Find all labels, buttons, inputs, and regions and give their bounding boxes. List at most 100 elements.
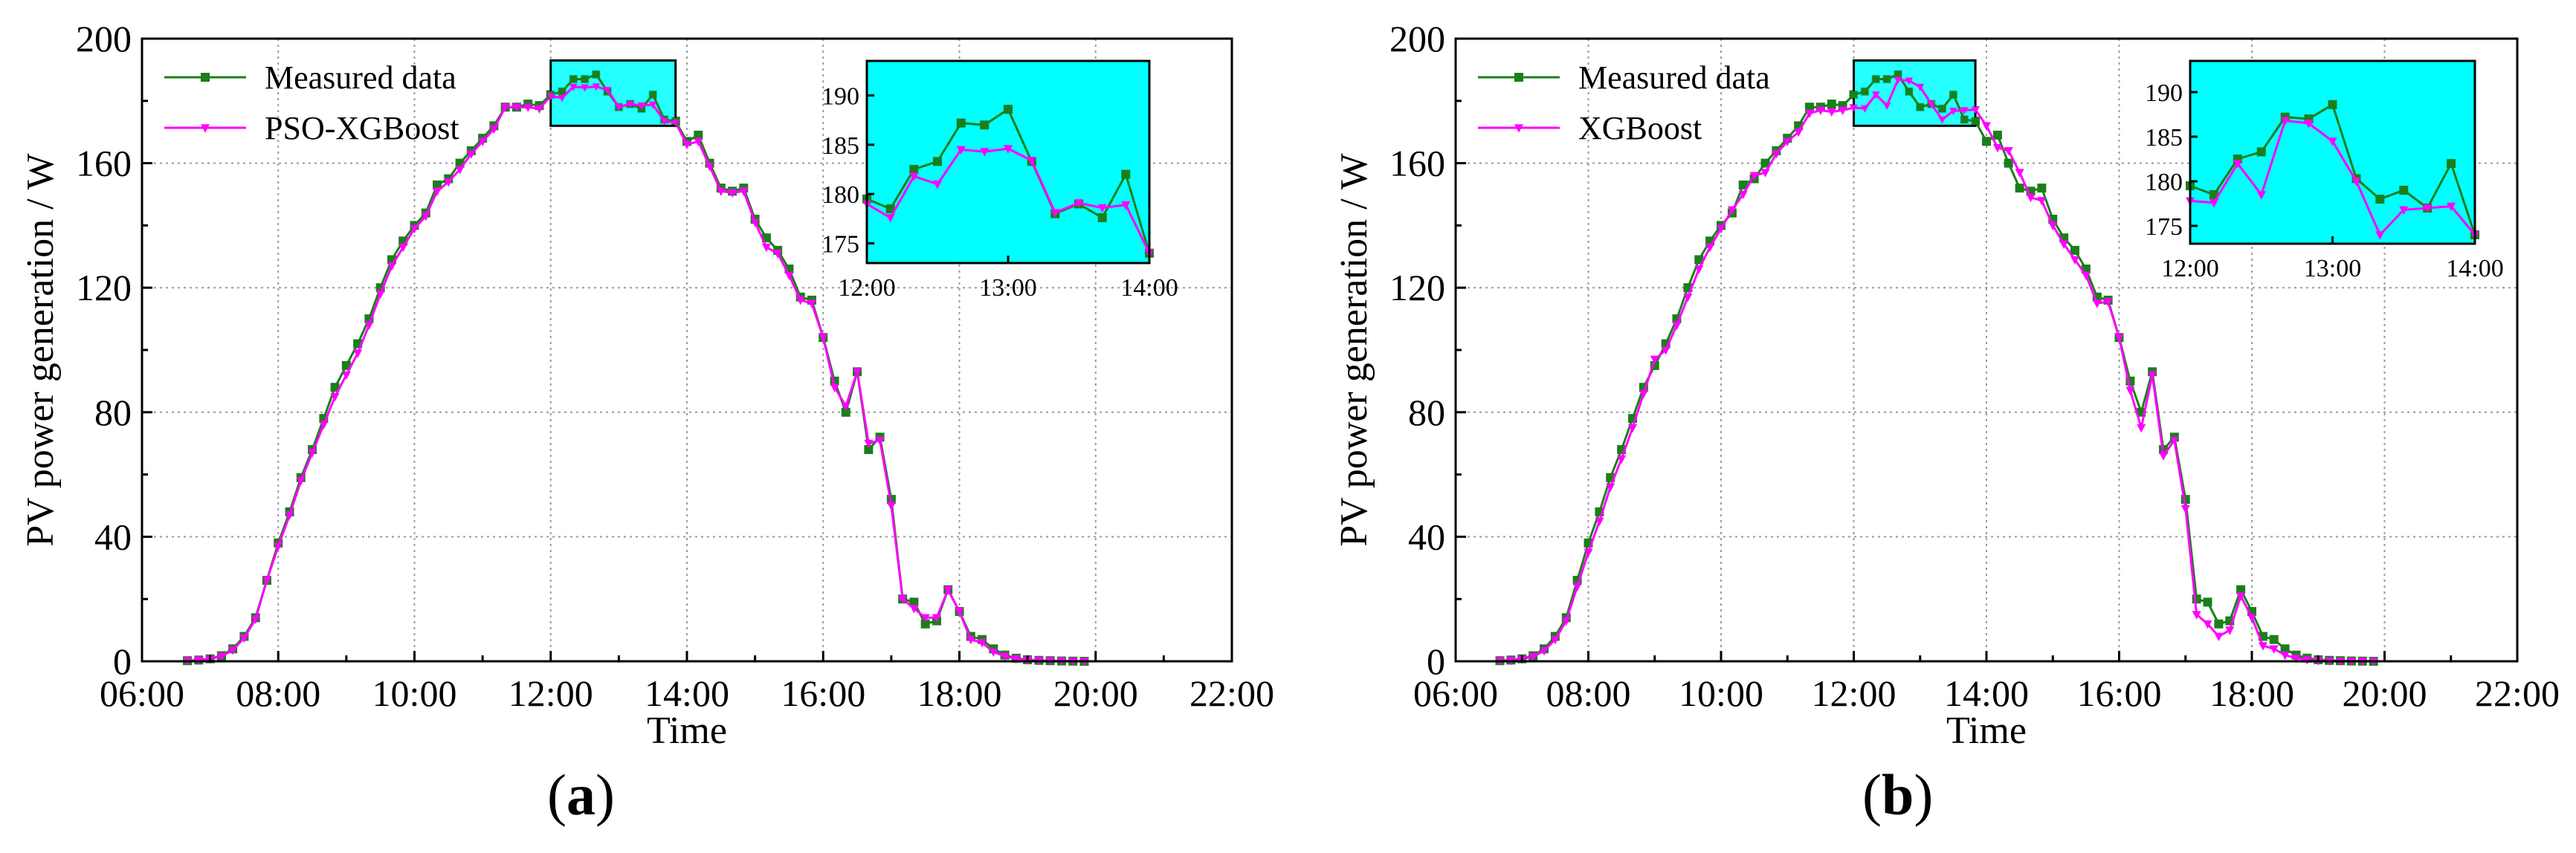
inset-point — [885, 204, 895, 214]
inset-background — [867, 61, 1149, 263]
x-tick-label: 10:00 — [372, 672, 457, 714]
highlight-point — [671, 120, 679, 127]
inset-y-tick-label: 190 — [2145, 80, 2183, 107]
legend-label: Measured data — [1578, 59, 1770, 96]
predicted-point — [2114, 334, 2124, 343]
measured-point — [1738, 180, 1748, 189]
predicted-point — [761, 243, 771, 253]
panel-label-a: (a) — [547, 762, 615, 827]
y-tick-label: 80 — [1408, 392, 1445, 433]
predicted-point — [1000, 652, 1010, 661]
predicted-point — [262, 577, 271, 586]
inset-point — [1004, 145, 1013, 154]
highlight-point — [1905, 88, 1913, 96]
predicted-point — [830, 383, 839, 392]
highlight-point — [1905, 77, 1913, 85]
highlight-point — [569, 75, 578, 83]
predicted-point — [784, 271, 794, 281]
predicted-point — [330, 393, 340, 402]
highlight-point — [581, 84, 589, 92]
measured-point — [1982, 137, 1991, 146]
predicted-point — [1827, 108, 1836, 117]
predicted-point — [1738, 190, 1748, 200]
x-tick-label: 12:00 — [1812, 672, 1897, 714]
y-tick-label: 40 — [94, 516, 132, 557]
measured-point — [2037, 184, 2047, 193]
highlight-point — [1949, 91, 1957, 99]
predicted-point — [455, 166, 465, 175]
inset-point — [956, 118, 966, 128]
y-axis-title: PV power generation / W — [19, 153, 62, 547]
predicted-point — [1561, 617, 1571, 626]
inset-chart: 12:00 13:00 14:00 175 180 185 190 — [2145, 59, 2504, 282]
predicted-point — [2026, 193, 2036, 203]
predicted-point — [898, 595, 908, 604]
highlight-point — [1938, 105, 1946, 113]
highlight-point — [1861, 105, 1869, 113]
inset-point — [2209, 199, 2218, 208]
highlight-point — [1872, 75, 1880, 83]
predicted-point — [955, 608, 964, 617]
predicted-point — [2137, 424, 2146, 433]
highlight-point — [1894, 71, 1902, 79]
inset-point — [909, 172, 919, 181]
measured-point — [2203, 597, 2212, 607]
predicted-point — [1772, 150, 1781, 159]
predicted-point — [296, 477, 306, 486]
x-axis-title: Time — [647, 710, 727, 752]
highlight-point — [558, 88, 566, 96]
predicted-point — [978, 639, 987, 648]
highlight-point — [592, 71, 600, 79]
predicted-point — [2081, 271, 2091, 281]
predicted-point — [1617, 455, 1627, 464]
highlight-point — [604, 87, 612, 94]
predicted-point — [682, 140, 691, 150]
predicted-point — [2059, 240, 2069, 250]
measured-point — [330, 383, 340, 392]
chart-panel-b: 06:00 08:00 10:00 12:00 14:00 16:00 18:00 20:00… — [1333, 18, 2560, 752]
predicted-point — [1672, 321, 1682, 331]
y-tick-label: 0 — [113, 640, 132, 682]
inset-point — [2447, 202, 2456, 212]
inset-y-tick-label: 180 — [2145, 169, 2183, 196]
measured-point — [2004, 158, 2013, 168]
inset-point — [2280, 117, 2290, 126]
inset-point — [2328, 100, 2337, 109]
inset-x-tick-label: 13:00 — [979, 274, 1036, 302]
predicted-point — [2037, 197, 2047, 206]
inset-point — [1121, 169, 1131, 179]
measured-point — [1694, 255, 1704, 265]
highlight-point — [1949, 108, 1957, 115]
y-tick-label: 200 — [76, 18, 132, 59]
predicted-point — [1694, 265, 1704, 274]
highlight-point — [1972, 106, 1980, 114]
predicted-point — [274, 542, 283, 551]
predicted-point — [2247, 614, 2256, 623]
inset-y-tick-label: 175 — [2145, 213, 2183, 241]
highlight-point — [1850, 105, 1858, 112]
predicted-point — [387, 262, 396, 271]
inset-point — [2256, 191, 2266, 200]
x-tick-label: 18:00 — [2209, 672, 2294, 714]
x-tick-label: 08:00 — [236, 672, 320, 714]
y-tick-label: 200 — [1389, 18, 1445, 59]
inset-point — [2351, 178, 2361, 187]
predicted-point — [1717, 224, 1726, 234]
predicted-point — [410, 224, 419, 234]
y-tick-label: 0 — [1427, 640, 1445, 682]
highlight-point — [1927, 100, 1935, 108]
predicted-point — [466, 150, 476, 159]
measured-point — [2236, 585, 2246, 594]
measured-point — [694, 130, 703, 140]
y-tick-label: 160 — [1389, 143, 1445, 184]
highlight-point — [637, 103, 645, 110]
measured-point — [1760, 158, 1770, 168]
measured-point — [2214, 619, 2224, 629]
predicted-point — [920, 614, 930, 623]
highlight-point — [660, 118, 668, 126]
predicted-point — [1650, 355, 1659, 365]
predicted-point — [1727, 206, 1737, 215]
x-tick-label: 16:00 — [781, 672, 865, 714]
highlight-point — [1960, 115, 1969, 123]
